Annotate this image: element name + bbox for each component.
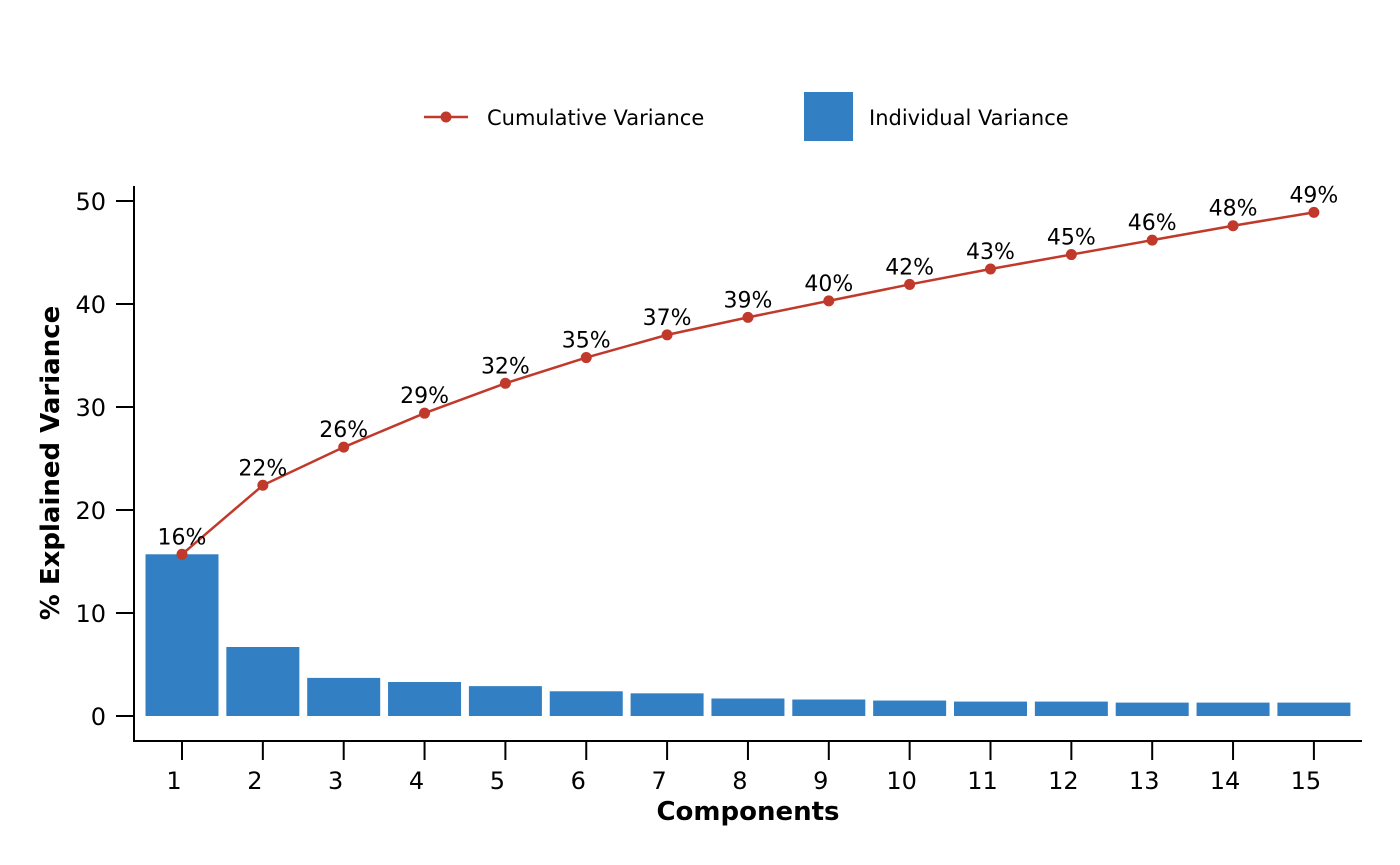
bar-1 — [145, 554, 219, 716]
bar-2 — [226, 646, 300, 716]
legend-bar-swatch — [804, 92, 853, 141]
bar-5 — [468, 686, 542, 716]
cumulative-point-15 — [1308, 206, 1320, 218]
line-data-labels: 16% 22% 26% 29% 32% 35% 37% 39% 40% 42% 43% 45% 46% 4… — [158, 183, 1339, 550]
cumulative-label-15: 49% — [1289, 183, 1338, 208]
legend-line-marker — [440, 111, 452, 123]
cumulative-point-7 — [661, 329, 673, 341]
cumulative-point-8 — [742, 311, 754, 323]
cumulative-point-5 — [499, 377, 511, 389]
cumulative-point-10 — [904, 278, 916, 290]
cumulative-point-4 — [419, 407, 431, 419]
cumulative-label-8: 39% — [723, 288, 772, 313]
x-tick-label-14: 14 — [1210, 767, 1241, 795]
legend: Cumulative Variance Individual Variance — [424, 92, 1069, 141]
bar-4 — [388, 682, 462, 716]
x-tick-label-15: 15 — [1291, 767, 1322, 795]
x-axis-title: Components — [656, 797, 839, 827]
cumulative-label-1: 16% — [158, 525, 207, 550]
cumulative-point-1 — [176, 548, 188, 560]
bar-15 — [1277, 702, 1351, 716]
cumulative-label-13: 46% — [1128, 211, 1177, 236]
x-tick-label-9: 9 — [813, 767, 828, 795]
cumulative-point-12 — [1065, 249, 1077, 261]
bar-13 — [1115, 702, 1189, 716]
cumulative-label-6: 35% — [562, 329, 611, 354]
legend-label-individual: Individual Variance — [869, 106, 1069, 130]
cumulative-point-2 — [257, 479, 269, 491]
y-tick-label-40: 40 — [75, 291, 106, 319]
cumulative-point-9 — [823, 295, 835, 307]
line-series — [181, 211, 1315, 556]
x-tick-label-1: 1 — [166, 767, 181, 795]
x-tick-label-10: 10 — [886, 767, 917, 795]
line-points — [176, 206, 1320, 560]
y-tick-label-0: 0 — [91, 703, 106, 731]
cumulative-point-6 — [580, 352, 592, 364]
cumulative-label-7: 37% — [643, 306, 692, 331]
y-tick-label-20: 20 — [75, 497, 106, 525]
x-tick-label-5: 5 — [490, 767, 505, 795]
x-tick-label-6: 6 — [571, 767, 586, 795]
y-axis-title: % Explained Variance — [36, 306, 66, 621]
bar-14 — [1196, 702, 1270, 716]
x-tick-label-8: 8 — [732, 767, 747, 795]
cumulative-label-10: 42% — [885, 255, 934, 280]
legend-label-cumulative: Cumulative Variance — [487, 106, 704, 130]
cumulative-label-9: 40% — [804, 272, 853, 297]
x-tick-label-11: 11 — [967, 767, 998, 795]
cumulative-label-5: 32% — [481, 354, 530, 379]
cumulative-point-13 — [1146, 234, 1158, 246]
x-tick-label-12: 12 — [1048, 767, 1079, 795]
bar-3 — [307, 677, 381, 716]
y-tick-label-50: 50 — [75, 188, 106, 216]
bar-series — [145, 554, 1351, 716]
y-axis: 0 10 20 30 40 50 — [75, 186, 135, 741]
x-tick-label-4: 4 — [409, 767, 424, 795]
x-axis: 1 2 3 4 5 6 7 8 9 10 11 12 13 14 15 — [133, 740, 1362, 795]
bar-11 — [954, 701, 1027, 716]
cumulative-point-11 — [985, 263, 996, 275]
bar-6 — [549, 691, 623, 716]
cumulative-point-3 — [338, 441, 350, 453]
cumulative-label-2: 22% — [238, 456, 287, 481]
cumulative-line — [181, 211, 1315, 556]
cumulative-label-3: 26% — [319, 418, 368, 443]
cumulative-label-4: 29% — [400, 384, 449, 409]
cumulative-point-14 — [1227, 220, 1239, 232]
x-tick-label-13: 13 — [1129, 767, 1160, 795]
y-tick-label-10: 10 — [75, 600, 106, 628]
bar-9 — [792, 699, 866, 716]
x-tick-label-7: 7 — [651, 767, 666, 795]
bar-7 — [630, 693, 704, 716]
cumulative-label-12: 45% — [1047, 226, 1096, 251]
cumulative-label-14: 48% — [1209, 197, 1258, 222]
y-tick-label-30: 30 — [75, 394, 106, 422]
cumulative-label-11: 43% — [966, 240, 1015, 265]
bar-12 — [1034, 701, 1108, 716]
bar-10 — [873, 700, 947, 716]
x-tick-label-2: 2 — [247, 767, 262, 795]
bar-8 — [711, 698, 785, 716]
x-tick-label-3: 3 — [328, 767, 343, 795]
